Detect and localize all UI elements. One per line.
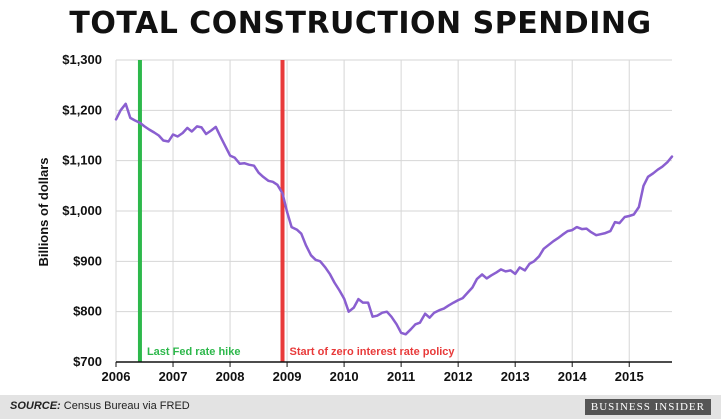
line-chart: $700 $800 $900 $1,000 $1,100 $1,200 $1,300 200…: [36, 52, 674, 384]
source-label: SOURCE:: [10, 400, 61, 412]
annotation-label-1: Last Fed rate hike: [147, 346, 241, 358]
annotation-label-2: Start of zero interest rate policy: [290, 346, 456, 358]
source-note: SOURCE: Census Bureau via FRED: [10, 400, 190, 412]
x-tick-label: 2008: [216, 369, 245, 384]
brand-logo: BUSINESS INSIDER: [584, 399, 711, 415]
x-tick-label: 2007: [159, 369, 188, 384]
x-tick-label: 2014: [558, 369, 588, 384]
x-tick-label: 2012: [444, 369, 473, 384]
x-tick-label: 2011: [387, 369, 415, 384]
annotation-lines: [137, 60, 285, 362]
annotation-labels: Last Fed rate hike Start of zero interest…: [147, 346, 455, 358]
axes: [115, 361, 672, 367]
footer-bar: SOURCE: Census Bureau via FRED BUSINESS …: [0, 395, 721, 419]
x-tick-labels: 2006 2007 2008 2009 2010 2011 2012 2013 2014 2015: [102, 369, 644, 384]
y-tick-label: $900: [73, 253, 102, 268]
source-text: Census Bureau via FRED: [63, 400, 190, 412]
y-tick-label: $1,100: [62, 153, 102, 168]
y-tick-label: $700: [73, 354, 102, 369]
y-axis-label: Billions of dollars: [36, 157, 51, 266]
y-tick-label: $1,300: [62, 52, 102, 67]
series-group: [114, 102, 674, 336]
y-tick-label: $800: [73, 304, 102, 319]
y-tick-label: $1,200: [62, 102, 102, 117]
x-tick-label: 2009: [273, 369, 302, 384]
x-tick-label: 2010: [330, 369, 359, 384]
series-line-1: [114, 102, 674, 336]
y-tick-label: $1,000: [62, 203, 102, 218]
x-tick-label: 2015: [615, 369, 644, 384]
x-tick-label: 2013: [501, 369, 530, 384]
grid-lines: [115, 59, 672, 362]
chart-title: TOTAL CONSTRUCTION SPENDING: [69, 6, 652, 41]
y-tick-labels: $700 $800 $900 $1,000 $1,100 $1,200 $1,300: [62, 52, 102, 369]
x-tick-label: 2006: [102, 369, 131, 384]
